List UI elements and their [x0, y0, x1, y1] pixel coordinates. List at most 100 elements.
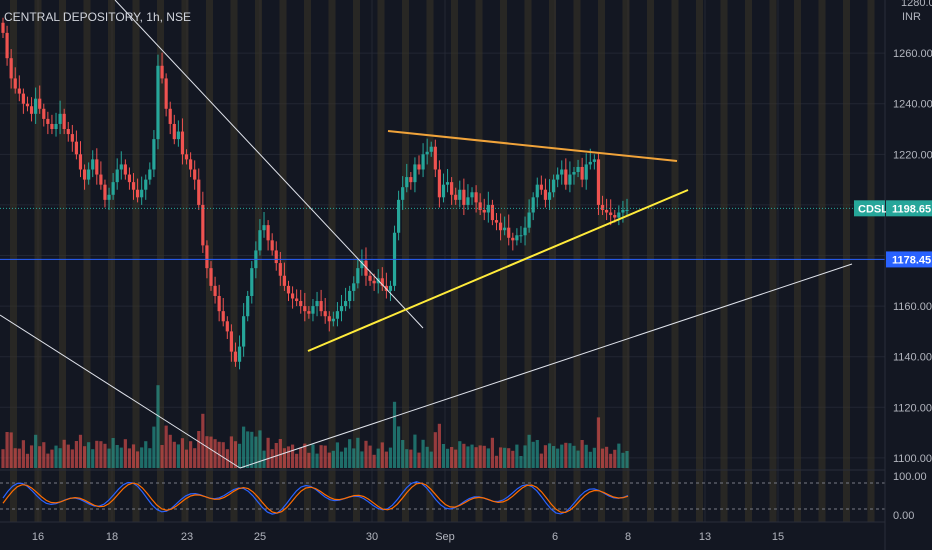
candle-body	[511, 237, 515, 241]
session-band	[402, 0, 409, 522]
candle-body	[429, 146, 433, 152]
volume-bar	[450, 447, 454, 468]
volume-bar	[327, 452, 331, 468]
volume-bar	[511, 450, 515, 468]
candle-body	[580, 166, 584, 180]
volume-bar	[78, 434, 83, 468]
volume-bar	[315, 453, 319, 468]
volume-bar	[213, 439, 217, 468]
candle-body	[397, 199, 401, 233]
volume-bar	[331, 450, 335, 468]
volume-bar	[172, 441, 176, 468]
volume-bar	[592, 447, 596, 468]
candle-body	[547, 192, 552, 200]
volume-bar	[25, 453, 30, 468]
volume-bar	[503, 447, 507, 468]
candle-body	[388, 285, 393, 291]
session-band	[475, 0, 483, 522]
volume-bar	[99, 441, 103, 468]
candle-body	[303, 306, 307, 312]
volume-bar	[119, 447, 123, 468]
volume-bar	[319, 445, 323, 468]
candle-body	[270, 240, 274, 251]
candle-body	[437, 169, 441, 198]
candle-body	[119, 164, 123, 170]
volume-bar	[547, 443, 552, 468]
candle-body	[335, 311, 340, 319]
volume-bar	[429, 451, 433, 468]
volume-bar	[311, 444, 315, 468]
volume-bar	[425, 446, 429, 468]
candle-body	[50, 123, 54, 130]
session-band	[671, 0, 679, 522]
volume-bar	[605, 446, 609, 468]
volume-bar	[66, 444, 70, 468]
candle-body	[458, 189, 462, 200]
candle-body	[327, 316, 331, 322]
candle-body	[164, 78, 168, 109]
volume-bar	[58, 448, 62, 468]
candle-body	[417, 164, 421, 170]
candle-body	[258, 230, 262, 251]
candle-body	[470, 192, 474, 198]
time-axis[interactable]: 16 18 23 25 30 Sep 6 8 13 15	[32, 531, 784, 543]
candle-body	[193, 169, 197, 180]
volume-bar	[576, 450, 580, 468]
session-band	[549, 0, 556, 522]
candle-body	[156, 65, 160, 140]
volume-bar	[95, 440, 99, 468]
candle-body	[189, 159, 193, 170]
volume-bar	[339, 451, 344, 468]
candle-body	[25, 103, 30, 107]
candle-body	[229, 331, 233, 352]
candle-body	[372, 280, 376, 284]
candle-body	[425, 151, 429, 155]
volume-bar	[543, 445, 548, 468]
price-axis-background	[885, 0, 932, 550]
volume-bar	[527, 434, 531, 468]
session-band	[255, 0, 262, 522]
candle-body	[576, 166, 580, 173]
volume-bar	[588, 451, 592, 468]
price-axis-top-label: 1280.00	[901, 0, 932, 9]
session-band	[745, 0, 752, 522]
candle-body	[62, 113, 66, 130]
volume-bar	[388, 447, 393, 468]
candle-body	[91, 159, 95, 170]
candle-body	[246, 295, 250, 317]
candle-body	[617, 212, 621, 218]
candle-body	[17, 88, 21, 94]
price-axis[interactable]: 1280.00INR1260.001240.001220.001200.0011…	[854, 0, 932, 550]
volume-bar	[564, 442, 568, 468]
candle-body	[588, 161, 592, 165]
candle-body	[140, 189, 144, 198]
session-band	[59, 0, 66, 522]
candle-body	[490, 204, 495, 221]
trendline-yellow-support	[307, 189, 689, 352]
symbol-tag	[854, 200, 885, 217]
volume-bar	[82, 446, 87, 468]
stochastic-d-line	[2, 482, 629, 514]
price-tick-label: 1220.00	[893, 149, 932, 161]
candle-body	[413, 164, 417, 183]
candle-body	[180, 131, 185, 155]
volume-bar	[9, 432, 13, 468]
candle-body	[209, 268, 213, 286]
volume-bar	[184, 449, 189, 468]
volume-bar	[148, 448, 152, 468]
volume-bar	[1, 449, 5, 468]
candle-body	[274, 250, 278, 264]
candle-body	[213, 285, 217, 296]
volume-bar	[498, 447, 503, 468]
session-bands	[10, 0, 875, 522]
candle-body	[486, 204, 490, 213]
volume-bar	[21, 440, 25, 468]
volume-bar	[144, 441, 148, 468]
volume-bar	[470, 444, 474, 468]
candle-body	[323, 311, 327, 317]
session-band	[132, 0, 140, 522]
volume-bar	[131, 444, 136, 468]
volume-bar	[384, 451, 388, 468]
volume-bar	[127, 448, 132, 468]
